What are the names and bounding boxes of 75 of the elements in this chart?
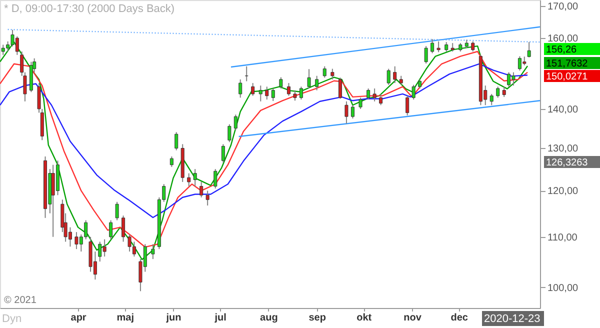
candlestick — [293, 90, 297, 102]
candlestick — [358, 97, 362, 110]
text: 156,26 — [546, 44, 578, 56]
candlestick — [221, 144, 225, 164]
candlestick — [109, 220, 113, 240]
candlestick — [251, 82, 255, 96]
candlestick — [271, 88, 275, 102]
candlestick — [444, 42, 448, 52]
x-tick-label: nov — [404, 312, 422, 324]
x-tick-label: okt — [356, 312, 372, 324]
text: 151,7632 — [546, 58, 588, 70]
candlestick — [315, 75, 319, 91]
candlestick — [151, 244, 155, 260]
y-tick-label: 170,00 — [548, 1, 579, 12]
candlestick — [228, 124, 232, 143]
x-tick-label: sep — [308, 312, 326, 324]
candlestick — [527, 42, 531, 58]
candlestick — [279, 76, 283, 89]
candlestick — [424, 46, 428, 64]
y-tick-label: 120,00 — [548, 186, 579, 198]
candlestick — [412, 84, 416, 100]
candlestick — [265, 86, 269, 100]
text: Dyn — [2, 313, 22, 325]
x-tick-label: dec — [450, 312, 468, 324]
candlestick — [187, 172, 191, 187]
y-tick-label: 130,00 — [548, 144, 579, 155]
candlestick — [193, 168, 197, 187]
candlestick — [40, 108, 44, 141]
candlestick — [330, 68, 334, 80]
candlestick — [37, 82, 41, 114]
candlestick — [436, 40, 440, 53]
candlestick — [170, 156, 174, 168]
y-tick-label: 110,00 — [548, 232, 578, 244]
candlestick — [344, 100, 348, 124]
candlestick — [502, 86, 506, 98]
text: 150,0271 — [546, 72, 588, 82]
candlestick — [115, 201, 119, 221]
candlestick — [200, 181, 204, 198]
candlestick — [418, 78, 422, 89]
y-tick-label: 100,00 — [548, 282, 579, 294]
annotation: © 2021 — [4, 295, 37, 306]
candlestick — [122, 215, 126, 242]
candlestick — [490, 93, 494, 106]
x-tick-label: jul — [214, 312, 227, 324]
candlestick — [471, 40, 475, 52]
x-tick-label: maj — [116, 312, 134, 324]
candlestick — [496, 86, 500, 98]
candlestick — [206, 190, 210, 206]
text: 126,3263 — [546, 158, 588, 168]
candlestick — [322, 66, 326, 78]
candlestick — [393, 66, 397, 84]
candlestick — [238, 78, 242, 98]
candlestick — [286, 82, 290, 96]
candlestick — [386, 68, 390, 86]
candlestick — [372, 88, 376, 102]
candlestick — [379, 93, 383, 106]
candlestick — [307, 68, 311, 89]
candlestick — [366, 88, 370, 100]
candlestick — [350, 104, 354, 119]
candlestick — [214, 168, 218, 189]
y-tick-label: 160,00 — [548, 34, 579, 45]
chart-title: * D, 09:00-17:30 (2000 Days Back) — [4, 3, 175, 15]
candlestick — [258, 85, 262, 102]
x-tick-label: aug — [260, 312, 278, 324]
candlestick — [299, 86, 303, 100]
candlestick — [406, 95, 410, 116]
candlestick — [234, 114, 238, 131]
x-tick-label: apr — [70, 312, 86, 324]
line-series — [0, 63, 528, 218]
y-tick-label: 140,00 — [548, 104, 579, 116]
x-tick-label: jun — [165, 312, 182, 324]
candlestick — [430, 38, 434, 54]
text: 2020-12-23 — [484, 313, 540, 325]
candlestick — [338, 77, 342, 100]
candlestick — [174, 132, 178, 151]
